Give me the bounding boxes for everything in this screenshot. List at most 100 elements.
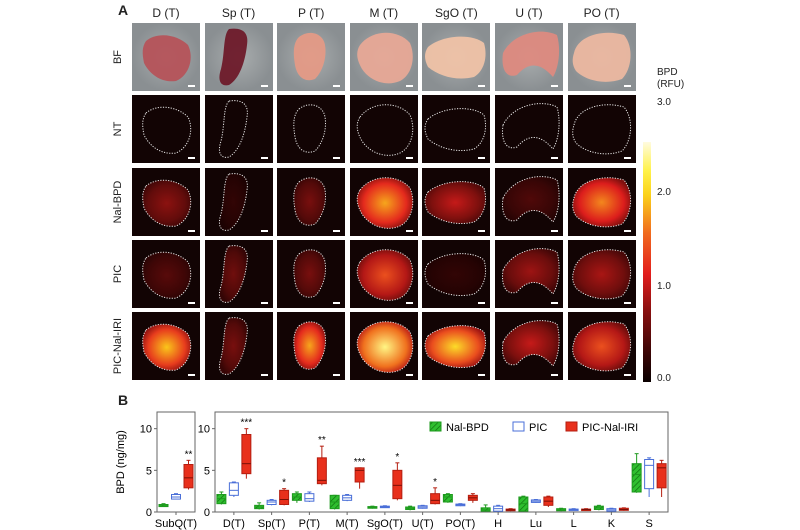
scale-bar <box>405 374 413 377</box>
x-tick-label: SgO(T) <box>367 518 403 530</box>
colorbar-title-line2: (RFU) <box>657 79 685 90</box>
box <box>505 508 516 512</box>
plot-frame <box>214 411 669 513</box>
image-tile <box>422 312 491 381</box>
significance-marker: *** <box>354 457 366 468</box>
scale-bar <box>333 85 341 87</box>
scale-bar <box>623 301 631 304</box>
scale-bar <box>478 229 486 232</box>
box <box>530 499 541 503</box>
panel-b-label: B <box>118 392 129 408</box>
scale-bar <box>260 229 268 232</box>
column-header-pot: PO (T) <box>583 6 620 20</box>
box <box>183 464 194 489</box>
scale-bar <box>188 229 195 232</box>
colorbar-tick: 2.0 <box>657 187 671 198</box>
scale-bar <box>551 229 558 232</box>
colorbar-title-line1: BPD <box>657 67 678 78</box>
x-tick-label: K <box>608 518 616 530</box>
image-tile <box>277 23 346 91</box>
colorbar-tick: 1.0 <box>657 281 671 292</box>
box <box>342 494 353 501</box>
image-tile <box>132 239 200 308</box>
box <box>430 493 441 505</box>
box <box>656 463 667 489</box>
scale-bar <box>623 374 631 377</box>
colorbar <box>643 142 651 382</box>
box <box>329 494 340 510</box>
scale-bar <box>405 85 413 87</box>
scale-bar <box>405 301 413 304</box>
image-tile <box>495 95 563 164</box>
image-tile <box>422 95 491 164</box>
scale-bar <box>623 157 631 160</box>
box <box>228 482 239 496</box>
image-tile <box>567 312 636 381</box>
scale-bar <box>551 85 558 87</box>
y-axis-label: BPD (ng/mg) <box>115 430 127 494</box>
colorbar-tick: 3.0 <box>657 97 671 108</box>
image-tile <box>495 167 563 236</box>
scale-bar <box>260 157 268 160</box>
box <box>367 506 378 509</box>
scale-bar <box>478 157 486 160</box>
image-tile <box>277 167 346 236</box>
box <box>279 489 290 506</box>
image-tile <box>204 95 273 164</box>
legend-swatch <box>429 421 442 432</box>
scale-bar <box>405 229 413 232</box>
image-tile <box>132 95 200 164</box>
x-tick-label: Sp(T) <box>258 518 286 530</box>
image-tile <box>349 239 418 308</box>
box <box>304 493 315 502</box>
scale-bar <box>333 229 341 232</box>
image-tile <box>204 239 273 308</box>
row-header-bf: BF <box>112 49 124 65</box>
image-tile <box>495 23 563 91</box>
x-tick-label: U(T) <box>412 518 434 530</box>
scale-bar <box>551 301 558 304</box>
box <box>543 496 554 506</box>
image-tile <box>349 23 418 91</box>
plot-frame <box>156 411 196 513</box>
box <box>455 503 466 507</box>
x-tick-label: L <box>571 518 577 530</box>
y-tick-label: 0 <box>146 507 152 519</box>
box <box>618 507 629 511</box>
x-tick-label: SubQ(T) <box>155 518 197 530</box>
significance-marker: ** <box>318 435 326 446</box>
box <box>568 508 579 512</box>
scale-bar <box>478 374 486 377</box>
column-header-pt: P (T) <box>297 6 325 20</box>
box <box>581 508 592 512</box>
box <box>644 459 655 490</box>
significance-marker: * <box>395 452 399 463</box>
scale-bar <box>333 301 341 304</box>
box <box>254 504 265 510</box>
significance-marker: * <box>433 477 437 488</box>
box <box>216 494 227 505</box>
row-header-pic: PIC <box>112 264 124 284</box>
legend-label: Nal-BPD <box>446 422 489 434</box>
colorbar-tick: 0.0 <box>657 373 671 384</box>
box <box>354 467 365 483</box>
y-tick-label: 5 <box>146 465 152 477</box>
box <box>171 494 181 500</box>
image-tile <box>349 312 418 381</box>
image-tile <box>204 23 273 91</box>
image-tile <box>567 23 636 91</box>
box <box>158 504 169 508</box>
box <box>379 505 390 509</box>
box <box>631 463 642 493</box>
scale-bar <box>188 85 195 87</box>
box <box>316 457 327 485</box>
box <box>556 508 567 512</box>
image-tile <box>422 23 491 91</box>
x-tick-label: S <box>645 518 652 530</box>
colorbar-title: BPD (RFU) <box>657 67 684 91</box>
scale-bar <box>478 85 486 87</box>
legend-swatch <box>565 421 578 432</box>
scale-bar <box>551 374 558 377</box>
scale-bar <box>623 229 631 232</box>
column-header-ut: U (T) <box>515 6 543 20</box>
